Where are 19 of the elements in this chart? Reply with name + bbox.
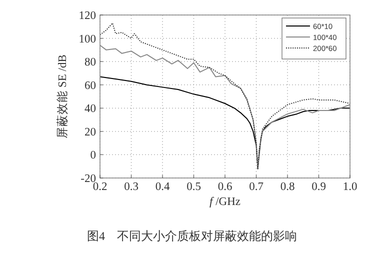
- x-axis-title: f /GHz: [210, 196, 240, 208]
- y-tick-label: 100: [78, 33, 96, 46]
- y-tick-label: 120: [78, 10, 96, 22]
- y-tick-label: 60: [84, 80, 96, 92]
- x-tick-label: 0.4: [155, 181, 170, 193]
- x-tick-label: 0.3: [124, 181, 139, 193]
- y-axis-title: 屏蔽效能 SE /dB: [56, 54, 69, 138]
- y-tick-label: 40: [84, 103, 96, 116]
- x-tick-label: 0.9: [312, 181, 326, 193]
- x-tick-label: 1.0: [342, 181, 358, 193]
- x-tick-label: 0.6: [218, 181, 232, 193]
- caption: 图4 不同大小介质板对屏蔽效能的影响: [87, 229, 297, 243]
- x-tick-label: 0.7: [249, 181, 264, 193]
- y-tick-label: 20: [84, 126, 96, 138]
- y-tick-label: 80: [84, 56, 96, 69]
- x-tick-label: 0.2: [92, 181, 108, 193]
- x-tick-label: 0.5: [186, 181, 202, 193]
- y-tick-label: 0: [90, 150, 96, 162]
- x-tick-label: 0.8: [280, 181, 295, 193]
